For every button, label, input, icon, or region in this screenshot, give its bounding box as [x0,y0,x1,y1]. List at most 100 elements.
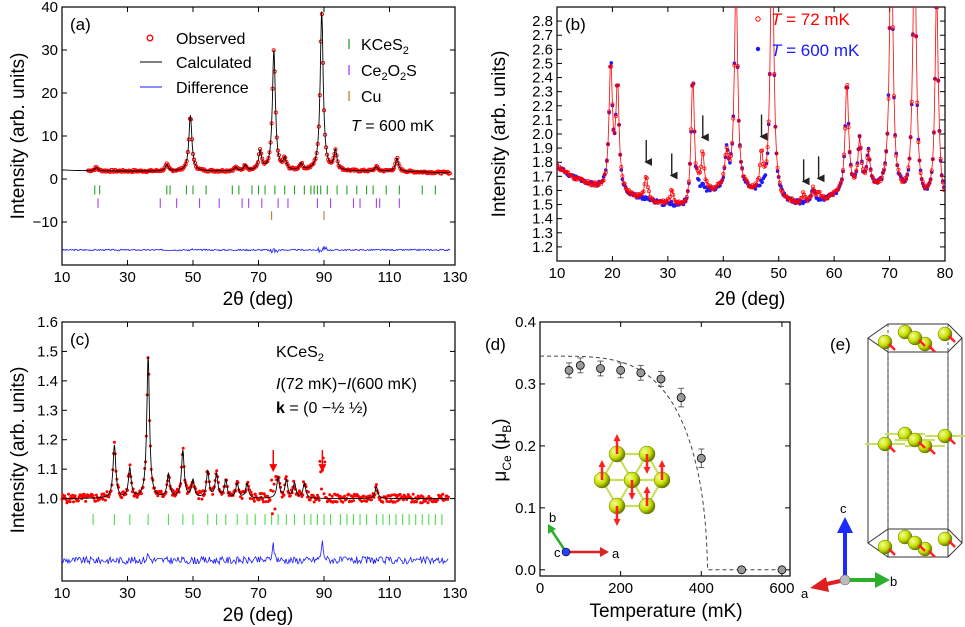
observed-point [264,500,268,504]
t72-point [730,140,735,145]
observed-point [351,495,355,499]
panel-a-ce2o2s-ticks [97,198,400,208]
observed-point [215,469,219,473]
legend-difference-label: Difference [176,80,249,97]
t72-point [688,161,692,166]
y-tick-label: 2.3 [532,84,553,101]
panel-a: 10 30 50 70 90 110 130 0 10 20 30 40 −10 (a) 2θ (de… [8,0,468,310]
t72-point [702,166,707,171]
y-tick-label: 40 [41,0,58,16]
y-tick-label: 1.2 [532,239,553,256]
observed-point [398,492,402,496]
t72-point [933,76,937,81]
y-tick-label: 1.3 [532,225,553,242]
panel-c-label: (c) [70,330,90,349]
panel-a-legend: Observed Calculated Difference KCeS2 Ce2… [140,31,434,135]
observed-point [352,499,355,503]
t72-point [845,82,850,87]
panel-a-temperature: T = 600 mK [351,118,434,135]
y-tick-label: 2.5 [532,55,553,72]
legend-cu-label: Cu [361,89,381,106]
observed-point [67,492,70,496]
y-tick-label: 2.0 [532,126,553,143]
t72-point [723,153,728,158]
triad-a-label: a [801,586,809,601]
observed-point [320,487,323,491]
t72-point [831,193,835,198]
t72-point [892,93,896,98]
x-tick-label: 0 [536,580,544,597]
panel-d-data-points [564,357,787,575]
t72-point [686,179,691,184]
triad-b-label: b [890,574,897,589]
t72-point [858,145,863,150]
t72-point [897,172,902,177]
y-tick-label: −10 [33,214,58,231]
observed-point [72,500,75,504]
ce-atom [907,432,923,448]
t600-point [697,178,701,182]
triad-c-label: c [554,545,561,560]
observed-point [249,490,253,494]
x-tick-label: 400 [689,580,714,597]
panel-a-xlabel: 2θ (deg) [223,289,294,310]
t72-point [640,190,645,195]
panel-a-cu-ticks [271,211,325,220]
magnetic-moment-head [613,518,621,526]
y-tick-label: 1.6 [37,314,58,331]
observed-point [120,496,124,499]
t72-point [843,126,848,131]
t72-point [918,171,923,175]
y-tick-label: 0.4 [515,314,536,331]
t72-point [893,133,898,138]
t72-point [617,122,622,127]
x-tick-label: 50 [770,265,787,282]
data-point [656,374,666,384]
t72-point [735,63,740,68]
ce-atom [877,539,893,555]
t72-point [859,161,864,165]
x-tick-label: 90 [316,269,333,286]
t72-point [825,196,830,201]
t72-point [929,168,934,173]
t72-point [910,33,915,38]
legend-ce2o2s-label: Ce2O2S [361,63,417,83]
t72-point [775,165,780,170]
x-tick-label: 50 [185,585,202,602]
legend-600mK-marker [755,46,761,52]
t72-point [774,151,779,156]
t72-point [644,176,649,181]
observed-point [341,500,345,504]
y-tick-label: 2.2 [532,98,553,115]
t72-point [754,182,759,187]
y-tick-label: 1.4 [532,211,553,228]
panel-c-reflection-ticks [92,514,443,525]
triad-c-label: c [840,501,847,516]
t72-point [721,172,726,176]
t72-point [577,176,582,181]
panel-c-ylabel: Intensity (arb. units) [8,367,29,534]
t72-point [668,194,673,199]
observed-point [282,493,286,497]
t72-point [808,194,813,199]
t72-point [864,166,869,171]
observed-point [181,446,185,450]
t72-point [757,163,762,168]
t72-point [572,175,577,180]
t72-point [641,189,646,194]
t72-point [616,83,620,88]
t72-point [905,173,910,178]
x-tick-label: 130 [442,585,467,602]
t72-point [914,34,919,39]
x-tick-label: 50 [185,269,202,286]
observed-point [317,498,321,502]
t72-point [665,196,670,201]
observed-point [94,493,98,497]
y-tick-label: 1.8 [532,154,553,171]
observed-point [240,497,244,500]
ce-atom [907,330,923,346]
panel-d-x-ticks: 0 200 400 600 [536,322,794,597]
panel-b-legend: T = 72 mK T = 600 mK [755,10,860,60]
x-tick-label: 20 [604,265,621,282]
panel-b-magnetic-peak-arrows [644,114,825,186]
